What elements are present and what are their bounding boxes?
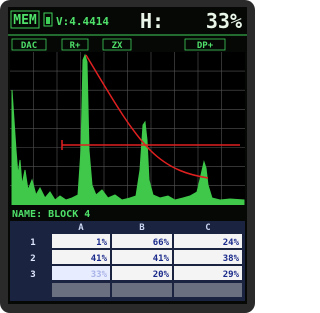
battery-level <box>46 17 50 24</box>
cell-value: 38% <box>223 254 240 264</box>
empty-cell <box>52 283 110 297</box>
cell-value: 41% <box>153 254 170 264</box>
row-label: 3 <box>30 270 35 280</box>
cell-value: 29% <box>223 270 240 280</box>
menu-item: DAC <box>21 41 37 51</box>
column-header: B <box>139 223 145 233</box>
gain: 33% <box>206 9 242 33</box>
row-label: 1 <box>30 238 35 248</box>
cell-value: 24% <box>223 238 240 248</box>
block-name: NAME: BLOCK 4 <box>12 209 90 220</box>
menu-item: DP+ <box>197 41 214 51</box>
mode: MEM <box>13 13 37 28</box>
device-screen: MEM V:4.4414 H: 33% DAC R+ ZX DP+ NAME: BLO… <box>0 0 255 313</box>
column-header: C <box>205 223 210 233</box>
menu-item: R+ <box>70 41 81 51</box>
column-header: A <box>78 223 84 233</box>
cell-value: 66% <box>153 238 170 248</box>
cell-value: 41% <box>91 254 108 264</box>
menu-item: ZX <box>112 41 123 51</box>
empty-cell <box>174 283 242 297</box>
row-label: 2 <box>30 254 35 264</box>
cell-value: 33% <box>91 270 108 280</box>
cell-value: 20% <box>153 270 170 280</box>
gain-label: H: <box>140 9 164 33</box>
voltage: V:4.4414 <box>56 15 109 28</box>
empty-cell <box>112 283 172 297</box>
results-table: A B C 1 1% 66% 24% 2 41% 41% 38% 3 33% 20% 29% <box>10 221 245 301</box>
cell-value: 1% <box>96 238 107 248</box>
